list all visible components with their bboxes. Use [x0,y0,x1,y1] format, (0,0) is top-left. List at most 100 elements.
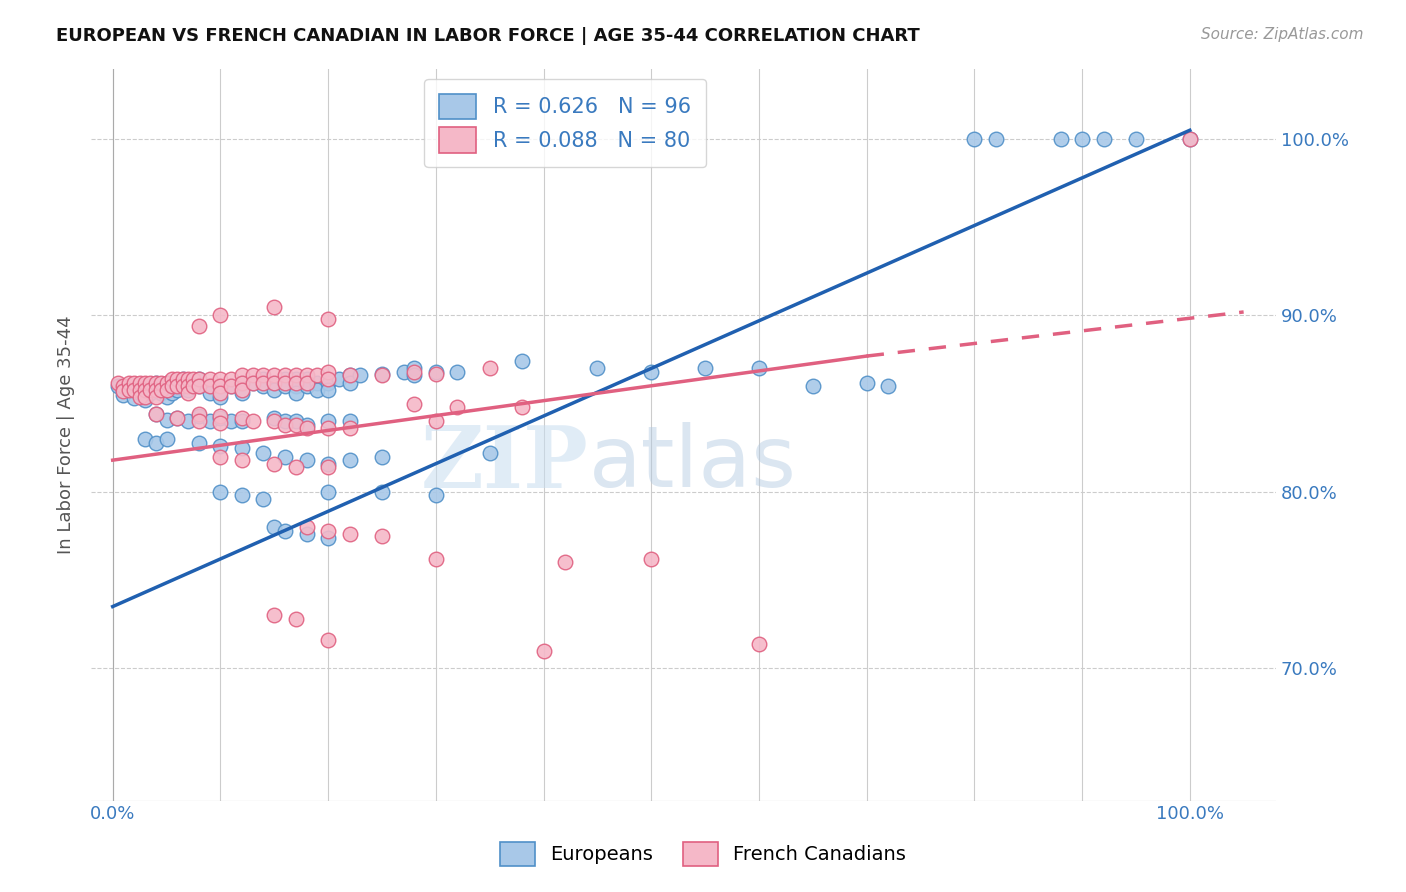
Point [134,376,156,390]
Point [139,386,162,401]
Point [107,376,129,390]
Point [160,386,183,401]
Point [166,383,188,397]
Point [231,383,253,397]
Point [263,376,285,390]
Point [316,414,339,428]
Point [693,361,716,376]
Point [425,488,447,502]
Point [231,453,253,467]
Point [145,407,167,421]
Point [118,383,141,397]
Point [295,520,318,534]
Point [284,612,307,626]
Point [145,376,167,390]
Point [586,361,609,376]
Point [209,379,232,393]
Point [274,524,297,538]
Point [172,372,194,386]
Point [748,361,770,376]
Point [640,552,662,566]
Point [1071,132,1094,146]
Point [404,365,426,379]
Point [316,524,339,538]
Point [231,386,253,401]
Point [187,435,209,450]
Point [219,379,242,393]
Point [339,527,361,541]
Point [371,367,394,381]
Point [1049,132,1071,146]
Point [339,414,361,428]
Point [122,383,145,397]
Point [510,354,533,368]
Point [134,386,156,401]
Point [209,409,232,423]
Point [219,372,242,386]
Point [339,368,361,383]
Point [316,421,339,435]
Point [134,379,156,393]
Point [145,407,167,421]
Point [371,450,394,464]
Point [274,417,297,432]
Point [155,432,177,446]
Point [274,379,297,393]
Point [166,410,188,425]
Point [425,367,447,381]
Point [339,368,361,383]
Point [166,379,188,393]
Point [150,379,173,393]
Legend: Europeans, French Canadians: Europeans, French Canadians [492,834,914,873]
Text: ZIP: ZIP [420,422,589,506]
Point [198,379,221,393]
Point [145,376,167,390]
Point [122,376,145,390]
Point [198,386,221,401]
Point [209,450,232,464]
Point [263,457,285,471]
Text: Source: ZipAtlas.com: Source: ZipAtlas.com [1201,27,1364,42]
Point [209,372,232,386]
Point [295,453,318,467]
Point [150,383,173,397]
Point [316,531,339,545]
Point [984,132,1007,146]
Point [219,379,242,393]
Point [112,384,135,399]
Point [118,379,141,393]
Point [128,386,150,401]
Point [284,414,307,428]
Point [160,379,183,393]
Point [128,379,150,393]
Point [187,379,209,393]
Point [177,379,200,393]
Point [295,372,318,386]
Point [112,379,135,393]
Point [166,410,188,425]
Point [155,383,177,397]
Point [112,383,135,397]
Point [242,376,264,390]
Point [231,376,253,390]
Point [328,372,350,386]
Point [209,390,232,404]
Point [877,379,900,393]
Point [1125,132,1147,146]
Point [150,386,173,401]
Point [307,368,329,383]
Point [533,643,555,657]
Point [242,376,264,390]
Point [209,386,232,401]
Point [252,491,274,506]
Point [263,300,285,314]
Point [139,376,162,390]
Point [198,379,221,393]
Text: atlas: atlas [589,422,797,506]
Point [231,488,253,502]
Point [187,409,209,423]
Text: EUROPEAN VS FRENCH CANADIAN IN LABOR FORCE | AGE 35-44 CORRELATION CHART: EUROPEAN VS FRENCH CANADIAN IN LABOR FOR… [56,27,920,45]
Point [198,414,221,428]
Point [252,368,274,383]
Y-axis label: In Labor Force | Age 35-44: In Labor Force | Age 35-44 [58,315,75,554]
